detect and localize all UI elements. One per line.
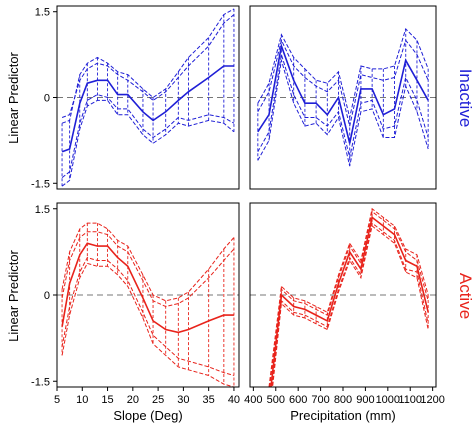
series-line-band [269, 210, 429, 387]
x-tick-label: 900 [356, 394, 374, 406]
x-tick-label: 35 [203, 394, 215, 406]
plot-area-active-precip [250, 207, 436, 387]
series-line-band [61, 262, 235, 387]
x-tick-label: 5 [54, 394, 60, 406]
series-line-mean [61, 65, 234, 153]
plot-area-inactive-precip [250, 27, 436, 167]
y-tick-label: -1.5 [31, 376, 50, 388]
y-tick-label: 0 [44, 93, 50, 105]
x-tick-label: 500 [267, 394, 285, 406]
row-label-inactive: Inactive [456, 69, 474, 128]
x-tick-label: 20 [127, 394, 139, 406]
series-line-band [61, 222, 235, 302]
plot-area-inactive-slope [57, 8, 239, 187]
series-line-band [268, 207, 429, 387]
plot-area-active-slope [57, 222, 239, 387]
series-line-band [61, 231, 235, 308]
series-line-mean [270, 215, 429, 387]
series-line-band [61, 14, 235, 118]
x-tick-label: 1200 [420, 394, 444, 406]
x-tick-label: 700 [311, 394, 329, 406]
series-line-band [257, 27, 429, 118]
x-axis-label: Slope (Deg) [113, 408, 182, 423]
y-tick-label: 1.5 [35, 7, 50, 19]
x-tick-label: 30 [177, 394, 189, 406]
x-tick-label: 15 [101, 394, 113, 406]
y-tick-label: 0 [44, 290, 50, 302]
x-tick-label: 40 [228, 394, 240, 406]
x-axis-label: Precipitation (mm) [290, 408, 395, 423]
y-tick-label: 1.5 [35, 204, 50, 216]
y-tick-label: -1.5 [31, 178, 50, 190]
x-tick-label: 10 [76, 394, 88, 406]
x-tick-label: 25 [152, 394, 164, 406]
panels-layer: -1.5 0 1.5 -1.5 0 1.5 5 10 15 20 25 30 35 40 Slope (De… [31, 5, 445, 423]
x-tick-label: 600 [289, 394, 307, 406]
x-tick-label: 800 [334, 394, 352, 406]
panel-inactive-slope: -1.5 0 1.5 [31, 5, 240, 190]
series-line-band [257, 38, 429, 127]
panel-active-slope: -1.5 0 1.5 5 10 15 20 25 30 35 40 Slope (Deg) [31, 202, 240, 423]
x-tick-label: 1100 [398, 394, 422, 406]
panel-inactive-precip [249, 5, 437, 190]
ylabel-bottom: Linear Predictor [6, 249, 21, 341]
series-line-mean [257, 42, 429, 144]
series-line-band [61, 94, 235, 178]
series-line-band [61, 257, 235, 376]
row-label-active: Active [456, 273, 474, 319]
ylabel-top: Linear Predictor [6, 51, 21, 143]
panel-frame [249, 5, 437, 190]
series-line-mean [61, 242, 234, 334]
series-line-band [257, 60, 429, 167]
x-tick-label: 400 [244, 394, 262, 406]
series-line-band [61, 8, 235, 124]
series-line-band [61, 99, 235, 187]
x-tick-label: 1000 [376, 394, 400, 406]
series-line-band [257, 54, 429, 158]
series-line-band [272, 225, 429, 387]
series-line-band [271, 222, 429, 387]
